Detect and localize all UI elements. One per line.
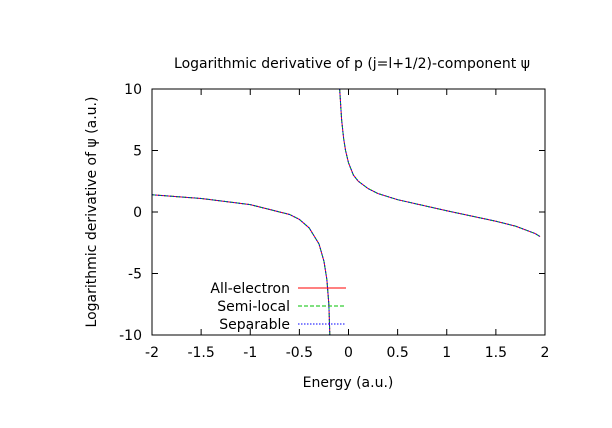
x-axis-label: Energy (a.u.) [303,375,394,391]
legend-label: Separable [219,317,290,333]
x-tick-label: -1.5 [187,345,214,361]
legend-label: Semi-local [217,299,290,315]
y-tick-label: 5 [133,144,142,160]
x-tick-label: 2 [541,345,550,361]
plot-lines [151,88,541,336]
y-tick-label: -5 [128,267,142,283]
y-axis-label: Logarithmic derivative of ψ (a.u.) [84,97,100,328]
plot-frame [151,88,546,336]
series-line-all-electron-segment-2 [339,88,541,238]
series-line-separable-segment-1 [151,194,331,336]
x-tick-label: 0.5 [386,345,408,361]
x-tick-label: -0.5 [286,345,313,361]
x-tick-label: -2 [145,345,159,361]
x-tick-label: 1.5 [485,345,507,361]
y-tick-label: 0 [133,205,142,221]
x-tick-label: 1 [442,345,451,361]
series-line-semi-local-segment-2 [339,88,541,238]
x-tick-label: -1 [243,345,257,361]
axis-ticks: -2 -1.5 -1 -0.5 0 0.5 1 1.5 2 10 5 0 -5 -10 [119,82,549,361]
legend-label: All-electron [210,281,290,297]
y-tick-label: 10 [124,82,142,98]
x-tick-label: 0 [344,345,353,361]
chart-title: Logarithmic derivative of p (j=l+1/2)-co… [174,56,530,72]
y-tick-label: -10 [119,328,142,344]
series-line-separable-segment-2 [339,88,541,238]
legend: All-electron Semi-local Separable [210,281,346,333]
